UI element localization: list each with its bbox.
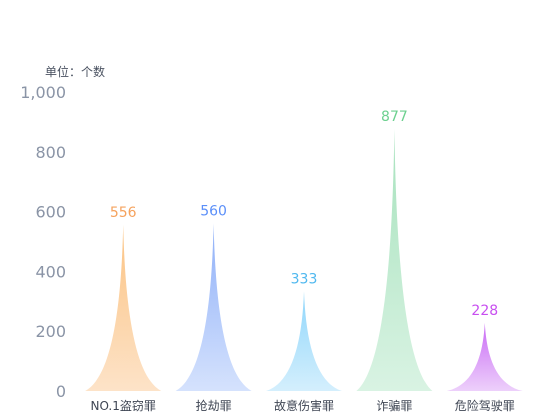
value-label: 556 (110, 205, 137, 221)
bar-spike (175, 223, 252, 391)
y-tick-label: 800 (35, 143, 66, 162)
value-label: 228 (471, 303, 498, 319)
x-tick-label: 危险驾驶罪 (455, 398, 515, 413)
value-label: 560 (200, 204, 227, 220)
y-tick-label: 1,000 (20, 83, 66, 102)
bar-spike (356, 128, 433, 392)
value-label: 333 (291, 271, 318, 287)
y-tick-label: 400 (35, 262, 66, 281)
x-tick-label: 诈骗罪 (376, 398, 412, 413)
x-tick-label: 故意伤害罪 (274, 398, 334, 413)
bar-spike (85, 224, 162, 391)
x-tick-label: NO.1盗窃罪 (91, 398, 156, 413)
value-label: 877 (381, 109, 408, 125)
y-tick-label: 0 (56, 382, 66, 401)
bar-spike (446, 322, 523, 391)
x-tick-label: 抢劫罪 (196, 398, 232, 413)
bar-spike (266, 291, 342, 391)
y-tick-label: 600 (35, 203, 66, 222)
x-axis: NO.1盗窃罪 抢劫罪 故意伤害罪 诈骗罪 危险驾驶罪 (91, 398, 515, 413)
bar-series: 556 560 333 877 228 (85, 109, 523, 392)
y-tick-label: 200 (35, 322, 66, 341)
unit-label: 单位：个数 (45, 64, 105, 79)
y-axis: 0 200 400 600 800 1,000 (20, 83, 66, 401)
